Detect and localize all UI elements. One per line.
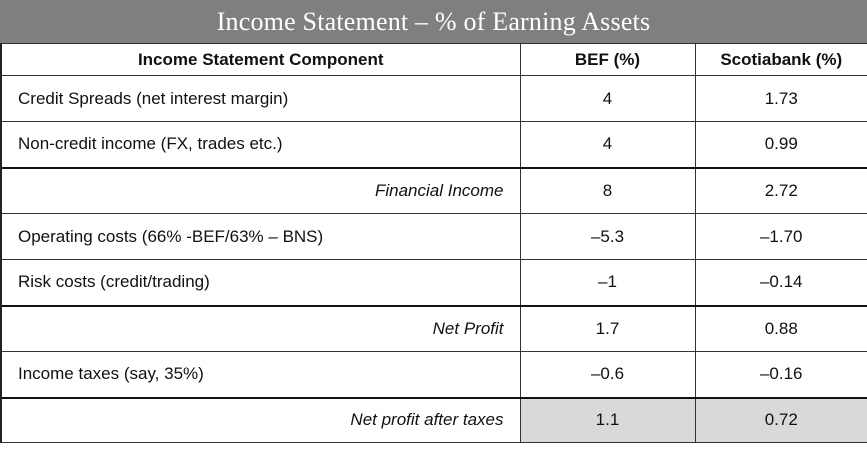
table-row: Non-credit income (FX, trades etc.) 4 0.… <box>0 121 867 168</box>
subtotal-row-net-profit: Net Profit 1.7 0.88 <box>0 304 867 352</box>
final-label: Net profit after taxes <box>0 396 521 443</box>
row-label: Income taxes (say, 35%) <box>0 351 521 398</box>
row-bef-value: 4 <box>519 121 696 168</box>
table-row: Operating costs (66% -BEF/63% – BNS) –5.… <box>0 213 867 260</box>
final-row-net-profit-after-taxes: Net profit after taxes 1.1 0.72 <box>0 396 867 443</box>
header-bef: BEF (%) <box>519 43 696 76</box>
subtotal-scotiabank-value: 0.88 <box>694 304 867 352</box>
row-scotiabank-value: –0.14 <box>694 259 867 306</box>
row-label: Risk costs (credit/trading) <box>0 259 521 306</box>
table-row: Income taxes (say, 35%) –0.6 –0.16 <box>0 351 867 398</box>
subtotal-label: Net Profit <box>0 304 521 352</box>
table-title: Income Statement – % of Earning Assets <box>0 0 867 43</box>
row-label: Credit Spreads (net interest margin) <box>0 75 521 122</box>
row-bef-value: –1 <box>519 259 696 306</box>
row-scotiabank-value: –1.70 <box>694 213 867 260</box>
subtotal-scotiabank-value: 2.72 <box>694 166 867 214</box>
final-bef-value: 1.1 <box>519 396 696 443</box>
row-bef-value: 4 <box>519 75 696 122</box>
row-scotiabank-value: 1.73 <box>694 75 867 122</box>
subtotal-bef-value: 8 <box>519 166 696 214</box>
row-bef-value: –5.3 <box>519 213 696 260</box>
table-row: Risk costs (credit/trading) –1 –0.14 <box>0 259 867 306</box>
income-statement-table: Income Statement Component BEF (%) Scoti… <box>0 43 867 443</box>
row-scotiabank-value: –0.16 <box>694 351 867 398</box>
row-label: Non-credit income (FX, trades etc.) <box>0 121 521 168</box>
header-component: Income Statement Component <box>0 43 521 76</box>
subtotal-label: Financial Income <box>0 166 521 214</box>
row-scotiabank-value: 0.99 <box>694 121 867 168</box>
table-row: Credit Spreads (net interest margin) 4 1… <box>0 75 867 122</box>
header-scotiabank: Scotiabank (%) <box>694 43 867 76</box>
final-scotiabank-value: 0.72 <box>694 396 867 443</box>
row-bef-value: –0.6 <box>519 351 696 398</box>
subtotal-row-financial-income: Financial Income 8 2.72 <box>0 166 867 214</box>
subtotal-bef-value: 1.7 <box>519 304 696 352</box>
row-label: Operating costs (66% -BEF/63% – BNS) <box>0 213 521 260</box>
header-row: Income Statement Component BEF (%) Scoti… <box>0 43 867 76</box>
